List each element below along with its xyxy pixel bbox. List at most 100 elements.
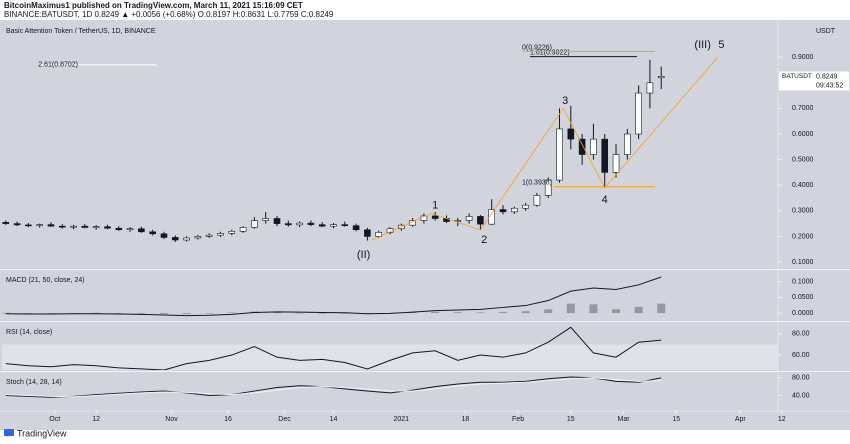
candle-body bbox=[160, 233, 168, 238]
wave-line bbox=[371, 56, 719, 241]
x-tick-label: Dec bbox=[278, 416, 291, 423]
candle-body bbox=[646, 82, 654, 94]
candle-body bbox=[341, 224, 349, 226]
logo bbox=[4, 429, 14, 436]
candle-body bbox=[296, 222, 303, 226]
indicator-line bbox=[5, 276, 662, 317]
histogram-bar bbox=[340, 313, 349, 314]
y-tick-label: 0.4000 bbox=[792, 182, 814, 189]
histogram-bar bbox=[566, 303, 575, 314]
fib-label: 1(0.3938) bbox=[522, 180, 552, 187]
histogram-bar bbox=[24, 313, 33, 314]
candle-body bbox=[624, 133, 631, 155]
histogram-bar bbox=[589, 304, 598, 314]
price-value: 0.8249 bbox=[816, 73, 838, 80]
histogram-bar bbox=[182, 313, 191, 315]
candle-body bbox=[578, 138, 586, 155]
y-tick-label: 0.2000 bbox=[792, 233, 814, 240]
candle-body bbox=[171, 237, 179, 241]
histogram-bar bbox=[2, 312, 10, 314]
candle-body bbox=[251, 220, 258, 228]
y-tick-label: 80.00 bbox=[792, 375, 810, 382]
y-tick-label: 0.1000 bbox=[792, 279, 814, 286]
candle-body bbox=[25, 224, 32, 227]
candle-body bbox=[567, 128, 575, 140]
candle-body bbox=[544, 179, 552, 196]
y-tick-label: 0.1000 bbox=[792, 259, 814, 266]
candle-body bbox=[36, 224, 43, 226]
x-tick-label: Mar bbox=[618, 416, 631, 423]
candle-body bbox=[488, 209, 496, 225]
histogram-bar bbox=[205, 313, 214, 314]
panel bbox=[5, 376, 662, 398]
candle-body bbox=[149, 231, 156, 235]
wave-label: 4 bbox=[602, 194, 608, 206]
candle-body bbox=[13, 223, 21, 226]
candle-body bbox=[465, 216, 473, 221]
candle-body bbox=[194, 236, 202, 239]
x-tick-label: 2021 bbox=[394, 416, 410, 423]
candle-body bbox=[126, 228, 134, 231]
y-tick-label: 60.00 bbox=[792, 352, 810, 359]
fib-label: 2.61(0.8702) bbox=[38, 62, 78, 69]
candle-body bbox=[601, 138, 609, 173]
histogram-bar bbox=[227, 312, 236, 314]
panel-title: RSI (14, close) bbox=[6, 329, 52, 336]
wave-label: 1 bbox=[432, 200, 438, 212]
histogram-bar bbox=[612, 309, 621, 314]
candle-body bbox=[375, 232, 382, 237]
candle-body bbox=[612, 154, 620, 173]
x-tick-label: Apr bbox=[735, 416, 747, 423]
histogram-bar bbox=[657, 303, 666, 314]
candle-body bbox=[533, 195, 541, 206]
wave-label: (II) bbox=[357, 249, 370, 261]
histogram-bar bbox=[544, 309, 553, 314]
x-tick-label: Nov bbox=[165, 416, 178, 423]
countdown: 09:43:52 bbox=[816, 82, 843, 89]
x-tick-label: 16 bbox=[224, 416, 232, 423]
histogram-bar bbox=[92, 312, 101, 314]
candle-body bbox=[364, 229, 371, 237]
panel bbox=[2, 276, 666, 317]
histogram-bar bbox=[408, 312, 417, 314]
candle-body bbox=[511, 207, 518, 213]
candle-body bbox=[183, 237, 190, 241]
histogram-bar bbox=[272, 312, 281, 314]
price-symbol: BATUSDT bbox=[782, 73, 812, 80]
candle-body bbox=[2, 222, 10, 224]
histogram-bar bbox=[634, 306, 643, 314]
histogram-bar bbox=[318, 313, 327, 314]
candle-body bbox=[81, 225, 89, 228]
candle-body bbox=[352, 225, 360, 231]
candle-body bbox=[318, 224, 326, 227]
histogram-bar bbox=[137, 313, 146, 314]
panel-title: Basic Attention Token / TetherUS, 1D, BI… bbox=[6, 28, 156, 35]
candle-body bbox=[70, 225, 77, 228]
candle-body bbox=[138, 228, 145, 233]
candle-body bbox=[522, 204, 529, 209]
fib-label: 1.61(0.9022) bbox=[530, 49, 570, 56]
candle-body bbox=[284, 223, 292, 226]
x-tick-label: 15 bbox=[672, 416, 680, 423]
candle-body bbox=[115, 227, 123, 231]
histogram-bar bbox=[295, 312, 304, 314]
x-tick-label: 15 bbox=[567, 416, 575, 423]
candle-body bbox=[239, 227, 247, 232]
unit-label: USDT bbox=[816, 28, 836, 35]
candle-body bbox=[205, 234, 213, 237]
x-tick-label: 14 bbox=[330, 416, 338, 423]
indicator-line bbox=[5, 376, 662, 398]
histogram-bar bbox=[114, 313, 123, 314]
y-tick-label: 40.00 bbox=[792, 392, 810, 399]
histogram-bar bbox=[453, 312, 462, 314]
histogram-bar bbox=[476, 312, 485, 314]
x-tick-label: 12 bbox=[778, 416, 786, 423]
y-tick-label: 0.0000 bbox=[792, 310, 814, 317]
histogram-bar bbox=[46, 313, 55, 314]
candle-body bbox=[477, 216, 484, 225]
candle-body bbox=[262, 218, 269, 221]
candle-body bbox=[499, 209, 507, 213]
panel-title: Stoch (14, 28, 14) bbox=[6, 379, 62, 386]
panel: 2.61(0.8702) 1.61(0.9022)0(0.9226) 1(0.393… bbox=[2, 44, 719, 243]
candle-body bbox=[635, 92, 642, 135]
